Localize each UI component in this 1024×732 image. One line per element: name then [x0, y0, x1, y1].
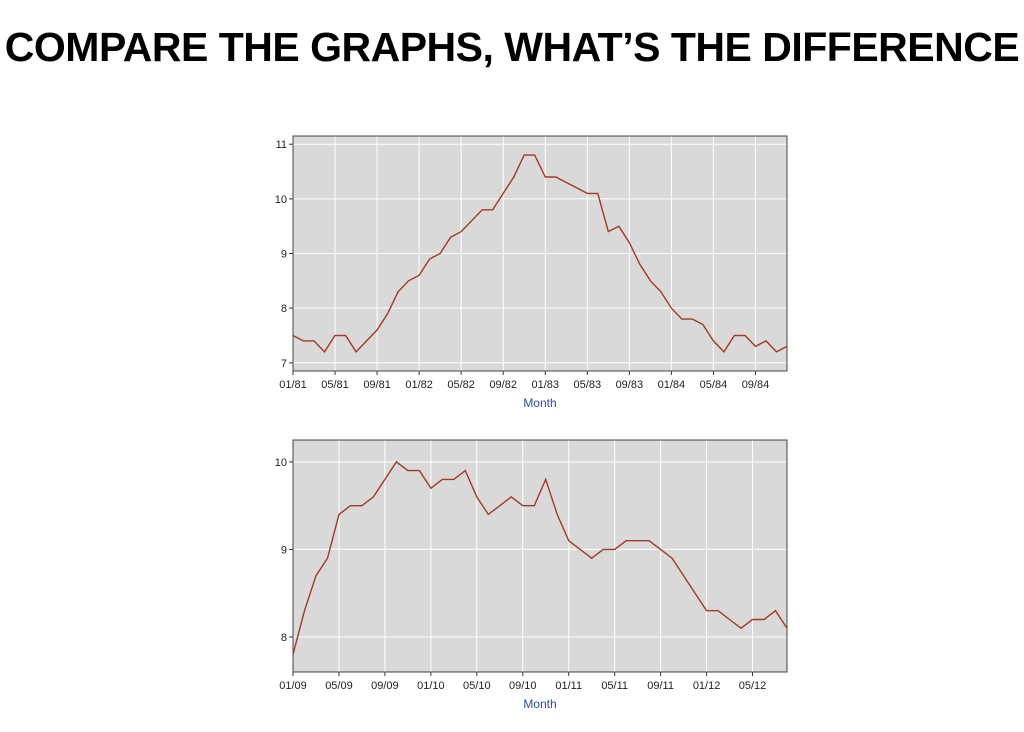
x-tick-label: 09/10	[509, 680, 537, 692]
y-tick-label: 10	[275, 194, 287, 206]
x-tick-label: 01/81	[279, 379, 307, 391]
x-tick-label: 01/82	[405, 379, 433, 391]
x-tick-label: 05/81	[321, 379, 349, 391]
y-tick-label: 9	[281, 544, 287, 556]
x-tick-label: 01/11	[555, 680, 582, 692]
plot-border	[292, 439, 788, 673]
y-tick-label: 7	[281, 358, 287, 370]
x-tick-label: 05/11	[601, 680, 628, 692]
x-tick-label: 09/84	[742, 379, 770, 391]
y-tick-label: 8	[281, 632, 287, 644]
plot-border	[292, 135, 788, 372]
plot-area	[293, 440, 787, 672]
x-tick-label: 05/10	[463, 680, 491, 692]
x-tick-label: 05/84	[700, 379, 728, 391]
x-tick-label: 09/83	[616, 379, 644, 391]
x-tick-label: 01/12	[693, 680, 721, 692]
series-line	[292, 154, 788, 354]
x-tick-label: 01/83	[531, 379, 559, 391]
x-tick-label: 09/09	[371, 680, 399, 692]
x-tick-label: 05/82	[447, 379, 475, 391]
x-tick-label: 01/09	[279, 680, 307, 692]
y-tick-label: 8	[281, 303, 287, 315]
x-tick-label: 09/81	[363, 379, 391, 391]
y-tick-label: 11	[276, 139, 287, 151]
x-tick-label: 09/82	[489, 379, 517, 391]
x-axis-label: Month	[523, 396, 556, 410]
series-line	[292, 460, 788, 655]
chart-unemployment-1981-1984: 01/81 05/81 09/81 01/82 05/82 09/82 01/83 05/83…	[275, 135, 788, 410]
x-tick-label: 05/09	[325, 680, 353, 692]
x-tick-label: 05/83	[574, 379, 602, 391]
x-tick-label: 01/84	[658, 379, 686, 391]
y-tick-label: 10	[275, 457, 287, 469]
x-tick-label: 01/10	[417, 680, 445, 692]
x-tick-label: 09/11	[647, 680, 674, 692]
x-tick-label: 05/12	[739, 680, 767, 692]
slide-title: COMPARE THE GRAPHS, WHAT’S THE DIFFERENC…	[4, 24, 1020, 70]
y-tick-label: 9	[281, 249, 287, 261]
chart-unemployment-2009-2012: 01/09 05/09 09/09 01/10 05/10 09/10 01/11 05/11…	[275, 439, 788, 711]
x-axis-label: Month	[523, 697, 556, 711]
